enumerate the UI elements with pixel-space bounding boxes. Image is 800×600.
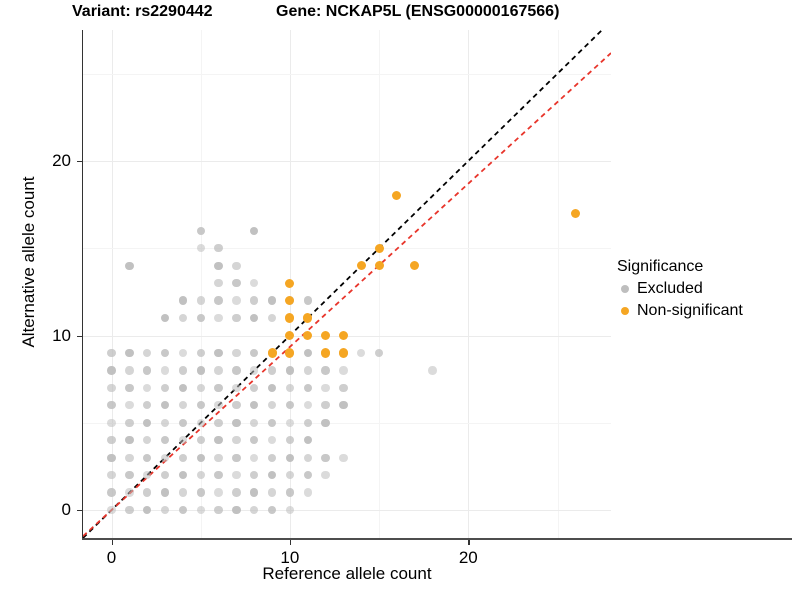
legend-dot-icon xyxy=(621,307,629,315)
legend-dot-icon xyxy=(621,285,629,293)
legend-item-non-significant[interactable]: Non-significant xyxy=(617,300,797,322)
x-tick-mark xyxy=(289,540,292,545)
y-tick-mark xyxy=(77,160,82,163)
legend-item-label: Excluded xyxy=(637,280,703,297)
gridline-horizontal-minor xyxy=(83,73,611,75)
y-axis-line xyxy=(82,30,84,539)
y-tick-label: 10 xyxy=(52,325,71,345)
plot-panel xyxy=(83,30,611,538)
gridline-horizontal xyxy=(83,510,611,512)
y-tick-mark xyxy=(77,510,82,512)
y-axis-label: Alternative allele count xyxy=(19,176,38,348)
legend: Significance Excluded Non-significant xyxy=(617,258,797,322)
gridline-vertical xyxy=(111,30,113,538)
gridline-vertical xyxy=(468,30,470,538)
variant-title: Variant: rs2290442 xyxy=(72,3,213,20)
legend-item-label: Non-significant xyxy=(637,302,743,319)
legend-items: Excluded Non-significant xyxy=(617,278,797,322)
x-tick-mark xyxy=(111,540,113,545)
y-tick-label: 20 xyxy=(52,150,71,170)
legend-key-swatch xyxy=(617,303,633,319)
legend-key-swatch xyxy=(617,281,633,297)
y-tick-label: 0 xyxy=(61,500,71,520)
gridline-vertical-minor xyxy=(379,30,381,538)
identity-line xyxy=(83,30,604,538)
gridline-horizontal xyxy=(83,160,611,162)
expected-ratio-line xyxy=(83,52,611,537)
gene-title: Gene: NCKAP5L (ENSG00000167566) xyxy=(276,3,560,20)
gridline-vertical-minor xyxy=(200,30,202,538)
gridline-vertical-minor xyxy=(557,30,559,538)
reference-lines xyxy=(83,30,611,538)
x-axis-label: Reference allele count xyxy=(262,564,432,583)
legend-title: Significance xyxy=(617,258,704,275)
x-tick-label: 0 xyxy=(106,548,117,567)
legend-item-excluded[interactable]: Excluded xyxy=(617,278,797,300)
x-tick-label: 20 xyxy=(458,548,478,567)
x-axis-line xyxy=(82,538,792,540)
x-tick-mark xyxy=(468,540,470,545)
gridline-horizontal-minor xyxy=(83,248,611,250)
y-tick-mark xyxy=(77,335,82,337)
gridline-horizontal-minor xyxy=(83,422,611,424)
x-tick-label: 10 xyxy=(280,548,300,567)
